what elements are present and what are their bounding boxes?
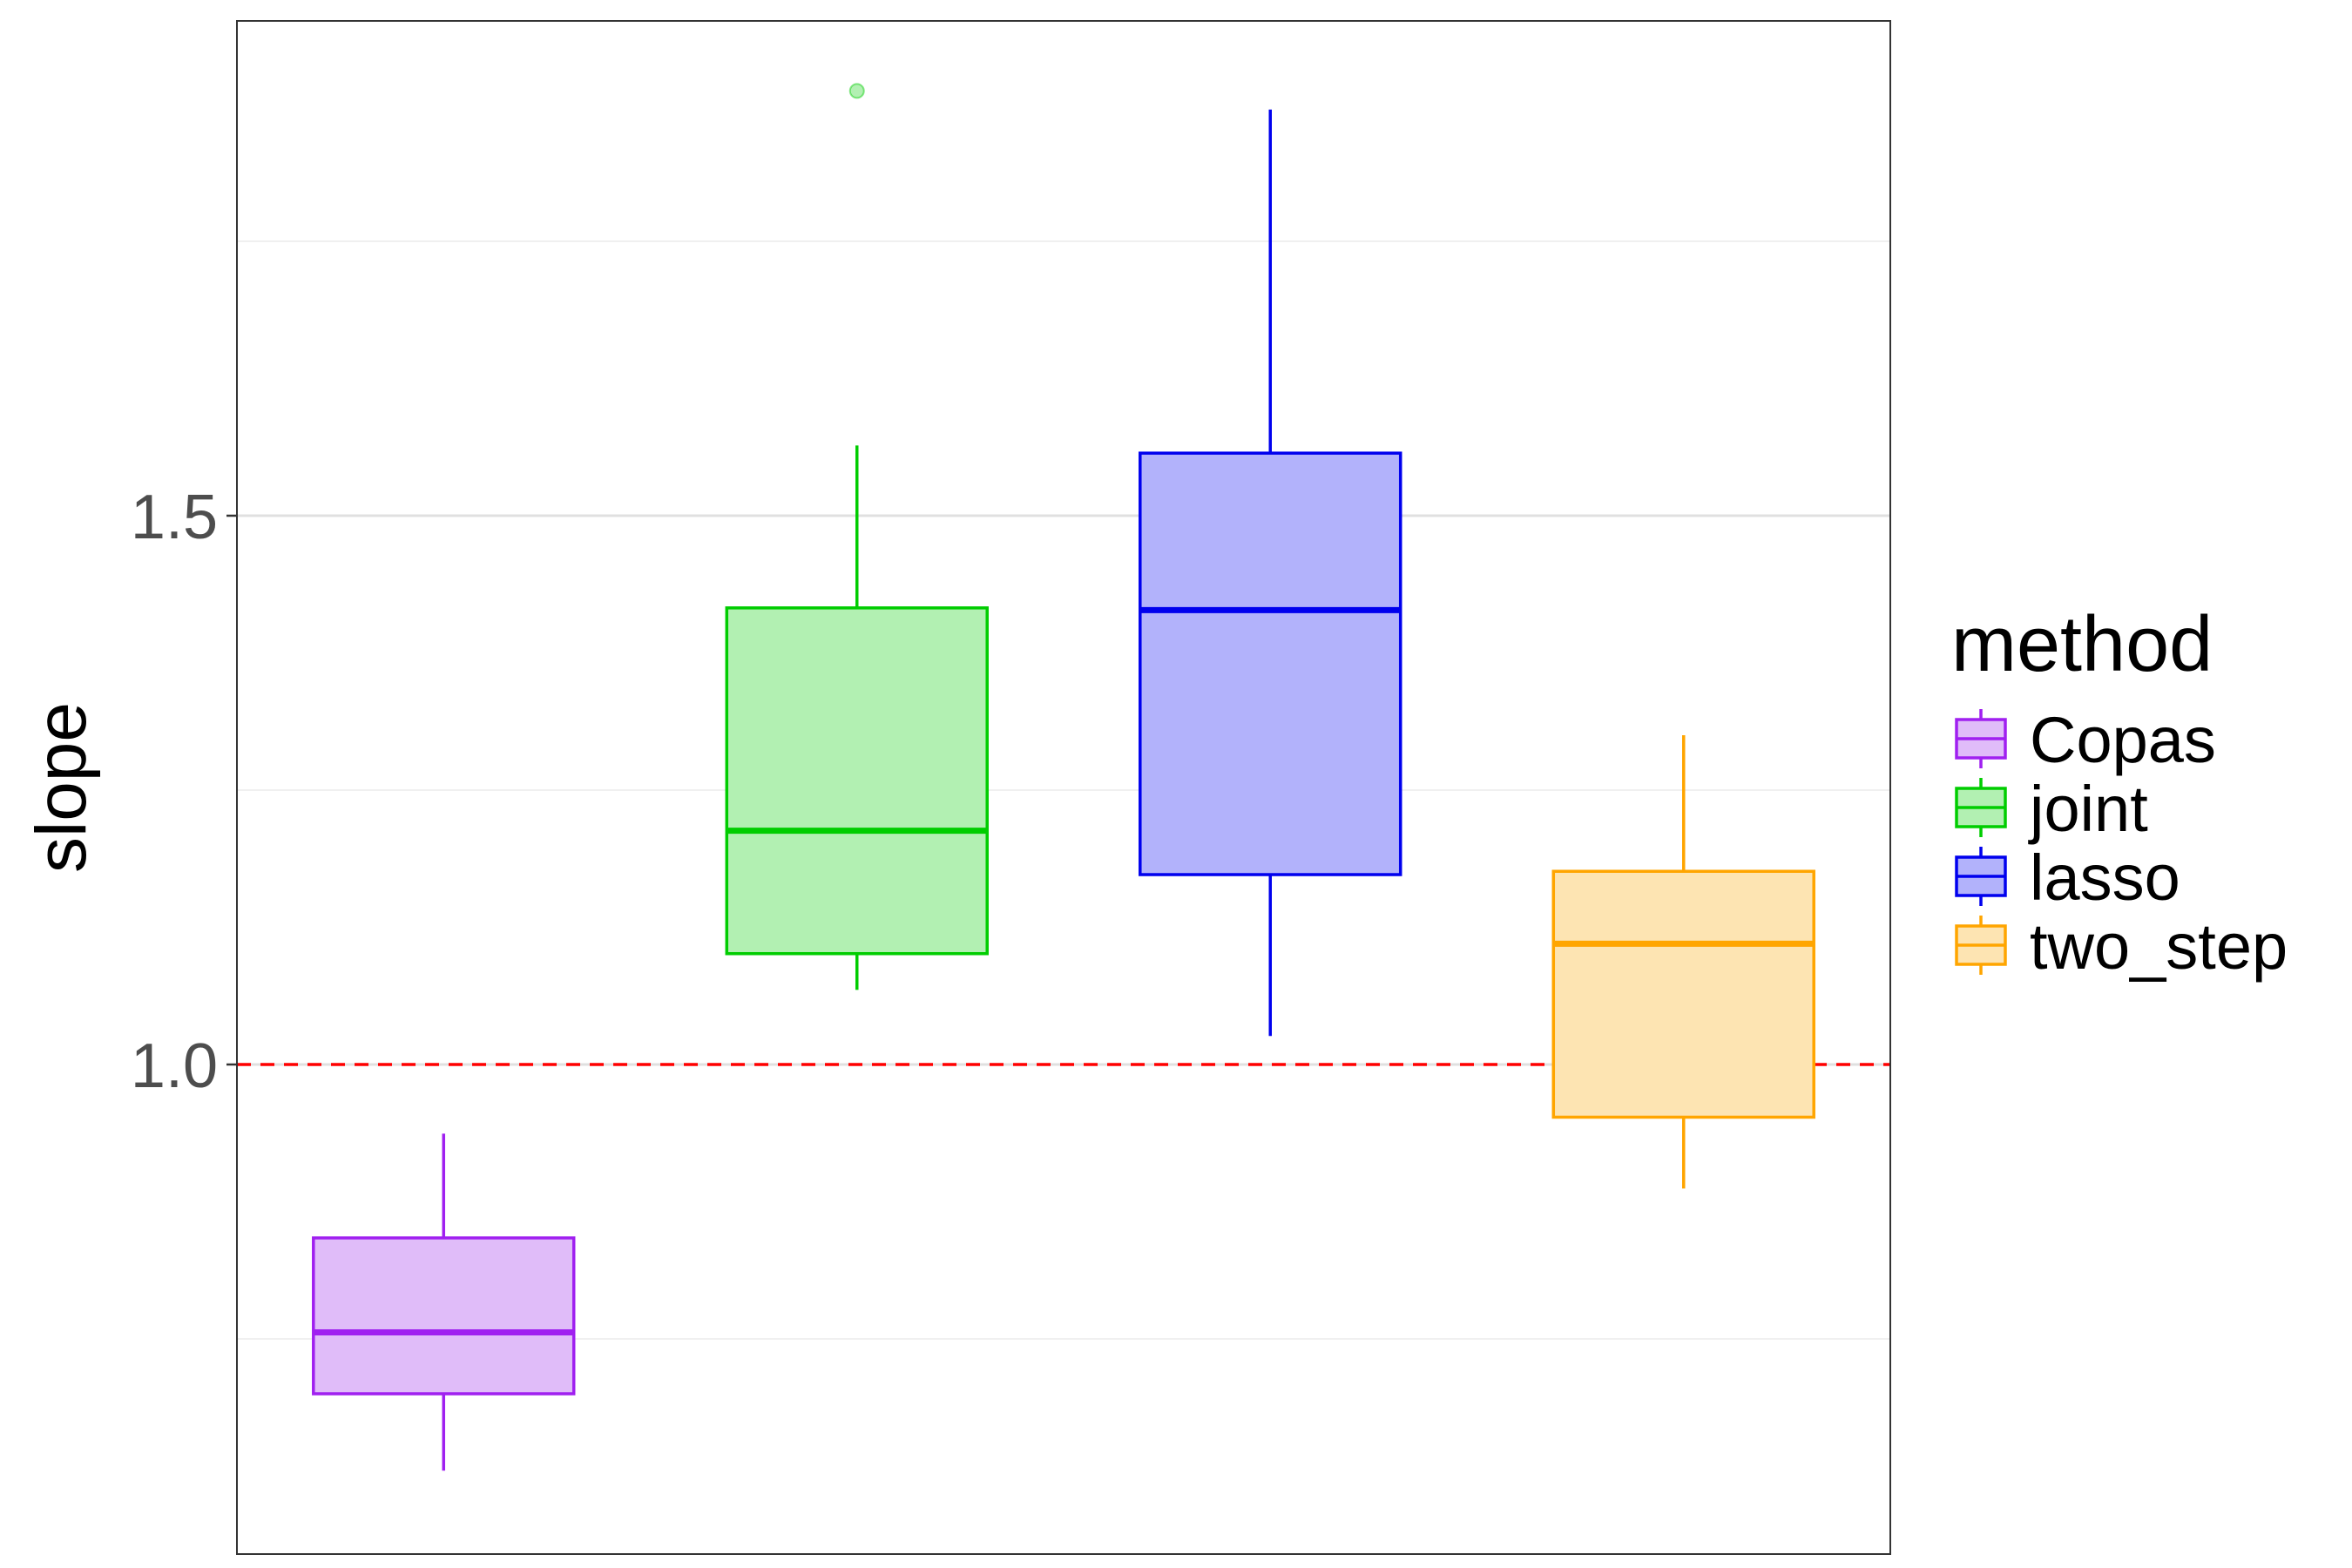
y-axis-title: slope (22, 702, 101, 873)
iqr-box (725, 606, 989, 956)
y-tick-label: 1.0 (131, 1031, 218, 1101)
legend-item-two-step: two_step (1955, 910, 2288, 983)
legend-label: Copas (2030, 704, 2216, 776)
legend-label: lasso (2030, 841, 2180, 914)
legend-item-joint: joint (1955, 773, 2148, 845)
outlier-point (848, 83, 865, 99)
iqr-box (312, 1236, 576, 1396)
boxplots (312, 83, 1815, 1471)
y-tick-label: 1.5 (131, 483, 218, 552)
legend-title: method (1951, 601, 2213, 688)
legend-label: joint (2028, 773, 2148, 845)
legend-item-lasso: lasso (1955, 841, 2180, 914)
y-axis: 1.0 1.5 (131, 483, 237, 1101)
boxplot-copas (312, 1133, 576, 1471)
boxplot-lasso (1139, 109, 1402, 1037)
iqr-box (1551, 869, 1815, 1119)
boxplot-joint (725, 83, 989, 990)
boxplot-two-step (1551, 735, 1815, 1189)
legend-item-copas: Copas (1955, 704, 2216, 776)
plot-panel-border (236, 20, 1891, 1555)
legend-label: two_step (2030, 910, 2288, 983)
iqr-box (1139, 451, 1402, 876)
